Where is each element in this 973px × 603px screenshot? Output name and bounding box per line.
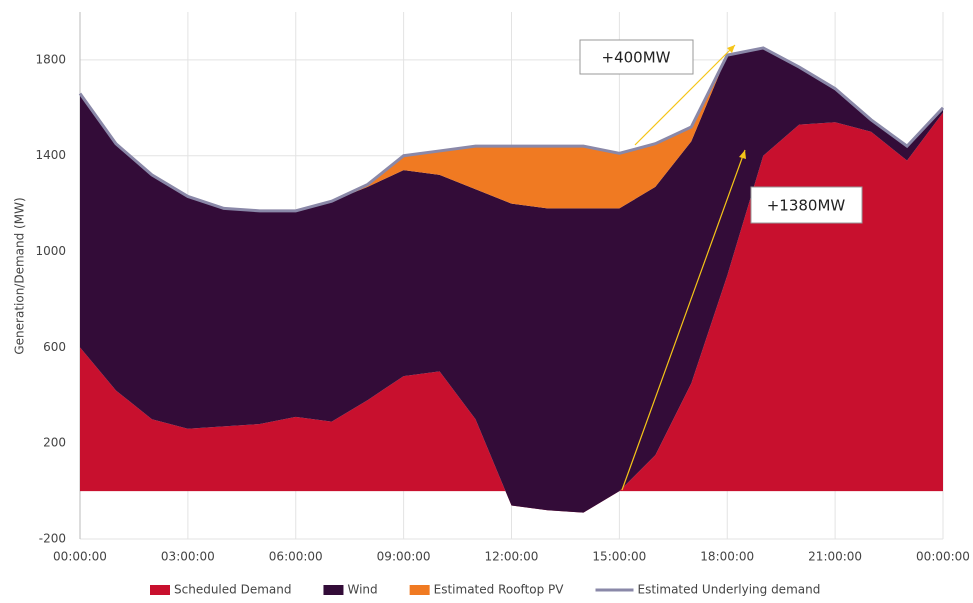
x-tick-label: 06:00:00	[269, 550, 323, 564]
legend-swatch	[150, 585, 170, 595]
area	[80, 47, 943, 211]
x-tick-label: 03:00:00	[161, 550, 215, 564]
legend-label: Wind	[347, 583, 377, 597]
annotation: +1380MW	[767, 197, 846, 215]
annotation: +400MW	[602, 49, 671, 67]
annotation-box	[579, 39, 694, 75]
arrow	[621, 149, 746, 491]
y-tick-label: 200	[43, 436, 66, 450]
line	[78, 46, 945, 213]
y-tick-label: 1400	[35, 148, 66, 162]
x-tick-label: 09:00:00	[377, 550, 431, 564]
x-tick-label: 00:00:00	[53, 550, 107, 564]
y-tick-label: 1800	[35, 52, 66, 66]
x-tick-label: 15:00:00	[592, 550, 646, 564]
legend-label: Scheduled Demand	[174, 583, 291, 597]
y-tick-label: -200	[39, 532, 66, 546]
arrow-head	[739, 150, 746, 159]
x-tick-label: 18:00:00	[700, 550, 754, 564]
legend-swatch	[409, 585, 430, 595]
area	[80, 112, 943, 513]
x-tick-label: 00:00:00	[916, 550, 970, 564]
y-axis-label: Generation/Demand (MW)	[13, 197, 27, 354]
arrow	[634, 44, 736, 146]
arrow-head	[727, 45, 735, 53]
legend-swatch	[323, 585, 344, 595]
x-tick-label: 12:00:00	[485, 550, 539, 564]
annotation-box	[750, 186, 863, 224]
area	[80, 47, 943, 513]
y-tick-label: 1000	[35, 244, 66, 258]
y-tick-label: 600	[43, 340, 66, 354]
x-tick-label: 21:00:00	[808, 550, 862, 564]
legend-label: Estimated Rooftop PV	[434, 583, 565, 597]
legend-label: Estimated Underlying demand	[638, 583, 821, 597]
